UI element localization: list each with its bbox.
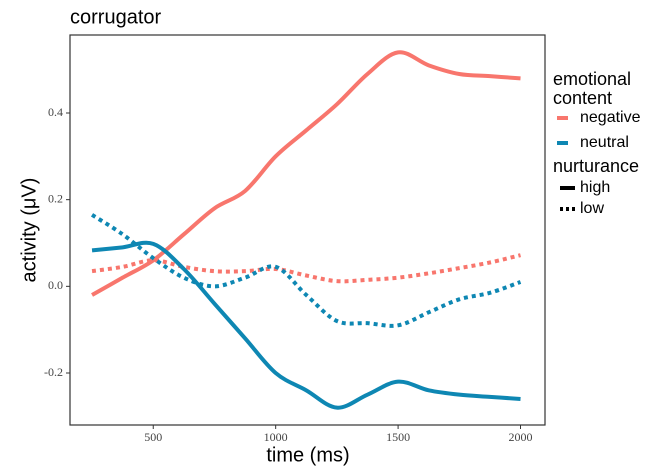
legend-title: content [553, 88, 612, 108]
legend-label: negative [580, 109, 641, 126]
series-line [91, 50, 521, 297]
legend-label: low [580, 200, 604, 217]
chart-title: corrugator [70, 6, 161, 28]
series-line [90, 213, 522, 328]
legend-title: emotional [553, 69, 631, 89]
x-axis-label: time (ms) [266, 444, 349, 466]
y-tick-label: 0.0 [48, 278, 63, 292]
y-axis-label: activity (μV) [18, 178, 40, 283]
x-tick-label: 1500 [386, 430, 410, 444]
legend-label: high [580, 179, 610, 196]
legend-title: nurturance [553, 156, 639, 176]
y-tick-label: 0.4 [48, 105, 63, 119]
y-tick-label: -0.2 [44, 365, 63, 379]
legend-label: neutral [580, 134, 629, 151]
panel-border [69, 34, 546, 426]
series-line [91, 253, 521, 284]
x-tick-label: 2000 [509, 430, 533, 444]
y-tick-label: 0.2 [48, 191, 63, 205]
x-tick-label: 500 [144, 430, 162, 444]
series-line [91, 240, 521, 410]
x-tick-label: 1000 [264, 430, 288, 444]
